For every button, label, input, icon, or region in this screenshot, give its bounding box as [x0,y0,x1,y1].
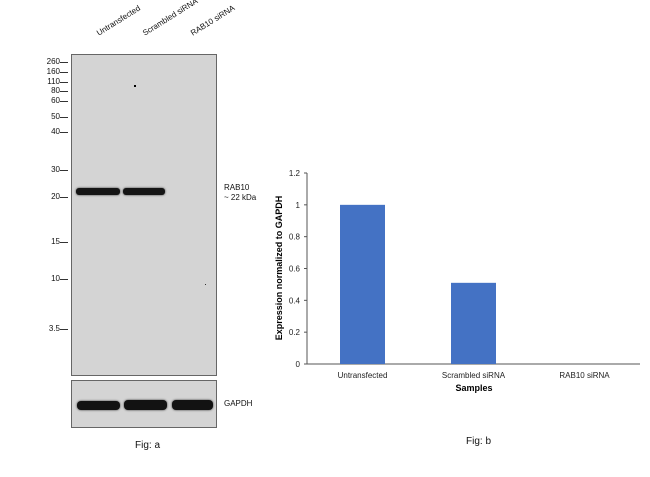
mw-marker-10: 10 [51,274,60,283]
gapdh-band-lane1 [77,401,120,410]
target-label: RAB10 ~ 22 kDa [224,183,256,203]
gapdh-band-lane3 [172,400,213,410]
rab10-band-lane2 [123,188,165,195]
mw-marker-160: 160 [46,67,60,76]
mw-tick [60,101,68,102]
mw-marker-60: 60 [51,96,60,105]
bar-scrambled-sirna [451,282,496,364]
mw-marker-50: 50 [51,112,60,121]
y-tick-label: 0 [296,360,301,369]
y-tick-label: 0.4 [289,296,301,305]
mw-tick [60,132,68,133]
y-tick-label: 0.8 [289,233,301,242]
mw-marker-40: 40 [51,127,60,136]
mw-tick [60,197,68,198]
fig-b-caption: Fig: b [466,436,492,447]
bar-chart-plot: 0 0.2 0.4 0.6 0.8 1 1.2 Untransfected Scrambled … [289,169,640,380]
mw-marker-80: 80 [51,86,60,95]
mw-tick [60,82,68,83]
mw-marker-30: 30 [51,165,60,174]
mw-marker-110: 110 [47,77,60,86]
main-blot-membrane [71,54,217,376]
mw-marker-260: 260 [46,57,60,66]
x-tick-label: Untransfected [338,371,388,380]
mw-tick [60,117,68,118]
fig-a-caption: Fig: a [135,440,161,451]
y-tick-label: 1.2 [289,169,301,178]
bar-untransfected [340,204,385,364]
y-tick-label: 1 [296,201,301,210]
mw-marker-3-5: 3.5 [48,324,60,333]
target-label-name: RAB10 [224,183,250,192]
mw-tick [60,279,68,280]
y-axis-label: Expression normalized to GAPDH [274,196,284,341]
speck [205,284,206,285]
rab10-band-lane1 [76,188,120,195]
gapdh-label: GAPDH [224,399,253,408]
mw-tick [60,242,68,243]
mw-tick [60,91,68,92]
x-tick-label: RAB10 siRNA [559,371,610,380]
gapdh-band-lane2 [124,400,167,410]
mw-marker-20: 20 [51,192,60,201]
x-axis-label: Samples [455,383,492,393]
gapdh-blot-membrane [71,380,217,428]
mw-marker-15: 15 [51,237,60,246]
mw-tick [60,329,68,330]
x-tick-label: Scrambled siRNA [442,371,506,380]
mw-tick [60,72,68,73]
mw-tick [60,62,68,63]
speck [134,85,136,87]
y-tick-label: 0.2 [289,328,301,337]
y-tick-label: 0.6 [289,265,301,274]
mw-tick [60,170,68,171]
target-label-size: ~ 22 kDa [224,193,257,202]
